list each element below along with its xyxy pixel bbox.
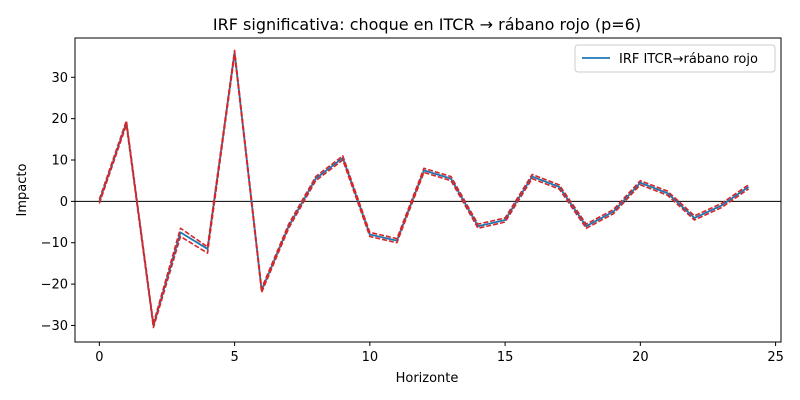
x-axis: 0 5 10 15 20 25	[95, 342, 784, 365]
x-tick-label: 5	[230, 350, 238, 365]
y-tick-label: −30	[41, 319, 68, 334]
y-tick-label: −20	[41, 278, 68, 293]
plot-area	[75, 49, 781, 329]
legend-box	[574, 44, 776, 73]
y-axis-label: Impacto	[15, 164, 30, 217]
confidence-band-line-2	[98, 53, 749, 329]
legend: IRF ITCR→rábano rojo	[574, 44, 776, 73]
x-tick-label: 20	[632, 350, 649, 365]
x-tick-label: 10	[362, 350, 379, 365]
y-tick-label: −10	[41, 236, 68, 251]
plot-frame	[74, 37, 782, 343]
chart-title: IRF significativa: choque en ITCR → rába…	[213, 15, 641, 34]
y-tick-label: 20	[51, 112, 68, 127]
y-tick-label: 30	[51, 71, 68, 86]
y-tick-label: 0	[60, 195, 68, 210]
confidence-band-line-1	[98, 49, 749, 325]
legend-label: IRF ITCR→rábano rojo	[619, 52, 758, 67]
y-tick-label: 10	[51, 154, 68, 169]
y-axis: −30 −20 −10 0 10 20 30	[41, 71, 75, 334]
x-axis-label: Horizonte	[396, 371, 459, 386]
x-tick-label: 25	[767, 350, 784, 365]
x-tick-label: 0	[95, 350, 103, 365]
x-tick-label: 15	[497, 350, 514, 365]
